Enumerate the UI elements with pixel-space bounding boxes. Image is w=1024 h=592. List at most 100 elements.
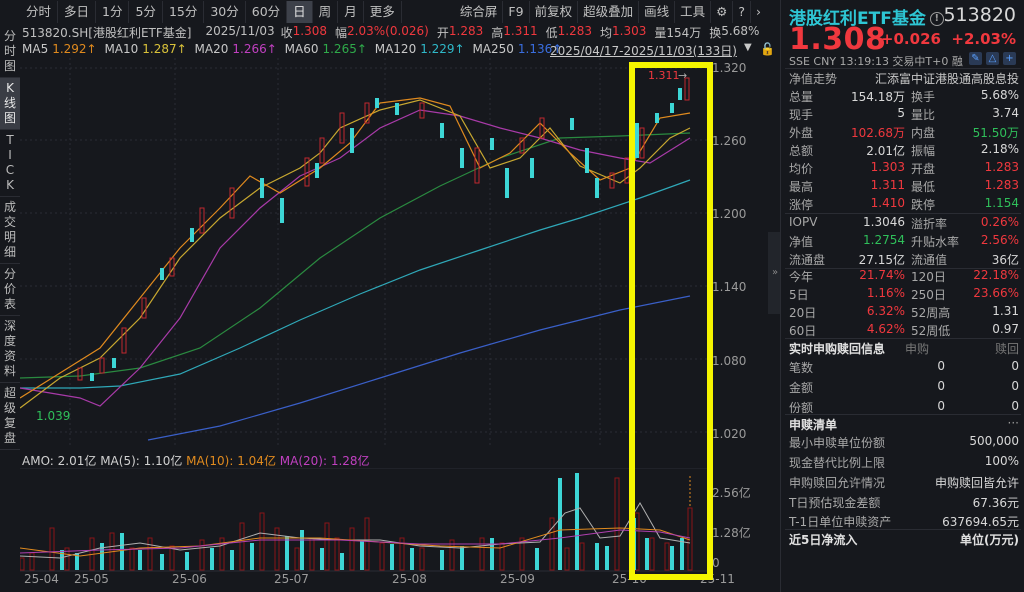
composite-screen-button[interactable]: 综合屏: [455, 1, 504, 23]
dropdown-triangle-icon[interactable]: ▼: [744, 42, 752, 53]
stat-row: 外盘 102.68万 内盘 51.50万: [789, 126, 1019, 140]
super-overlay-button[interactable]: 超级叠加: [578, 1, 640, 23]
date-tick: 25-09: [500, 572, 535, 586]
perf-row: 20日 6.32% 52周高 1.31: [789, 304, 1019, 320]
symbol-label: 513820.SH[港股红利ETF基金]: [22, 26, 192, 40]
tab-multiday[interactable]: 多日: [58, 1, 97, 23]
stat-row: 均价 1.303 开盘 1.283: [789, 160, 1019, 176]
tab-1min[interactable]: 1分: [96, 1, 130, 23]
realtime-header: 实时申购赎回信息 申购 赎回: [789, 342, 1019, 356]
lock-icon[interactable]: 🔓: [760, 42, 775, 56]
nav-row: IOPV 1.3046 溢折率 0.26%: [789, 215, 1019, 231]
date-tick: 25-06: [172, 572, 207, 586]
stat-row: 现手 5 量比 3.74: [789, 106, 1019, 122]
stat-row: 总额 2.01亿 振幅 2.18%: [789, 142, 1019, 158]
expand-panel-handle[interactable]: »: [768, 232, 782, 314]
quick-actions: ✎ △ +: [969, 52, 1016, 65]
date-tick: 25-04: [24, 572, 59, 586]
rail-price-table[interactable]: 分价表: [0, 264, 20, 316]
ma250-label: MA250: [472, 42, 514, 56]
low-marker: 1.039: [36, 409, 70, 423]
realtime-row: 金额 0 0: [789, 379, 1019, 395]
quote-bar: 513820.SH[港股红利ETF基金] 2025/11/03 收 1.308 …: [22, 24, 770, 42]
ma120-value: 1.229↑: [420, 42, 465, 56]
tab-15min[interactable]: 15分: [163, 1, 205, 23]
fund-name: 港股红利ETF基金!: [789, 4, 944, 29]
turnover-value: 5.68%: [721, 24, 760, 38]
candles: [77, 77, 690, 381]
netflow-header: 近5日净流入 单位(万元): [789, 533, 1019, 547]
date-range-selector[interactable]: 2025/04/17-2025/11/03(133日): [550, 44, 737, 58]
ma250-value: 1.136↑: [517, 42, 563, 56]
tab-daily[interactable]: 日: [287, 1, 313, 23]
stat-row: 总量 154.18万 换手 5.68%: [789, 88, 1019, 104]
tab-intraday[interactable]: 分时: [20, 1, 59, 23]
price-tick: 1.080: [712, 354, 747, 368]
date-label: 2025/11/03: [205, 24, 275, 38]
rail-intraday-chart[interactable]: 分时图: [0, 26, 20, 78]
info-icon[interactable]: !: [929, 12, 944, 26]
draw-line-button[interactable]: 画线: [639, 1, 676, 23]
date-tick: 25-07: [274, 572, 309, 586]
help-icon[interactable]: ?: [733, 1, 751, 23]
high-label: 高: [491, 26, 504, 40]
tab-60min[interactable]: 60分: [246, 1, 288, 23]
ma60-label: MA60: [284, 42, 319, 56]
perf-row: 5日 1.16% 250日 23.66%: [789, 286, 1019, 302]
amp-value: 2.03%(0.026): [347, 24, 429, 38]
more-icon[interactable]: ···: [1007, 416, 1019, 430]
svg-text:→: →: [678, 69, 687, 82]
rail-super-review[interactable]: 超级复盘: [0, 383, 20, 450]
highlight-annotation-box: [629, 62, 713, 580]
creation-row: 现金替代比例上限 100%: [789, 454, 1019, 470]
price-change: +0.026 +2.03%: [880, 30, 1016, 48]
volume-tick: 1.28亿: [712, 526, 751, 540]
creation-row: T日预估现金差额 67.36元: [789, 496, 1019, 510]
rail-depth-info[interactable]: 深度资料: [0, 316, 20, 383]
stat-row: 最高 1.311 最低 1.283: [789, 178, 1019, 194]
rail-trade-details[interactable]: 成交明细: [0, 197, 20, 264]
high-value: 1.311: [503, 24, 538, 38]
vol-ma10-value: MA(10): 1.04亿: [186, 454, 276, 468]
f9-button[interactable]: F9: [503, 1, 530, 23]
ma120-label: MA120: [374, 42, 417, 56]
price-tick: 1.260: [712, 134, 747, 148]
nav-row: 净值 1.2754 升贴水率 2.56%: [789, 233, 1019, 249]
price-tick: 1.020: [712, 427, 747, 441]
add-icon[interactable]: +: [1003, 52, 1016, 65]
edit-icon[interactable]: ✎: [969, 52, 982, 65]
vol-ma5-value: MA(5): 1.10亿: [100, 454, 183, 468]
tab-weekly[interactable]: 周: [313, 1, 339, 23]
ma5-label: MA5: [22, 42, 49, 56]
last-price: 1.308: [789, 22, 887, 57]
nav-trend-row[interactable]: 净值走势 汇添富中证港股通高股息投: [789, 72, 1019, 86]
ma10-label: MA10: [104, 42, 139, 56]
tab-30min[interactable]: 30分: [204, 1, 246, 23]
date-tick: 25-05: [74, 572, 109, 586]
ma5-value: 1.292↑: [52, 42, 97, 56]
tools-button[interactable]: 工具: [675, 1, 712, 23]
close-value: 1.308: [292, 24, 327, 38]
volume-chart[interactable]: [20, 468, 710, 572]
kline-chart[interactable]: 1.311 → 1.039: [20, 58, 710, 448]
alert-bell-icon[interactable]: △: [986, 52, 999, 65]
creation-row: 申购赎回允许情况 申购赎回皆允许: [789, 476, 1019, 490]
tab-5min[interactable]: 5分: [129, 1, 163, 23]
realtime-row: 笔数 0 0: [789, 359, 1019, 375]
period-tabs: 分时 多日 1分 5分 15分 30分 60分 日 周 月 更多: [20, 0, 402, 24]
tab-more[interactable]: 更多: [364, 1, 402, 23]
forward-adjust-button[interactable]: 前复权: [530, 1, 579, 23]
avg-label: 均: [599, 26, 612, 40]
chevron-right-icon[interactable]: ›: [756, 4, 761, 19]
settings-icon[interactable]: ⚙: [711, 1, 734, 23]
perf-row: 今年 21.74% 120日 22.18%: [789, 268, 1019, 284]
close-label: 收: [280, 26, 293, 40]
open-value: 1.283: [448, 24, 484, 38]
tab-monthly[interactable]: 月: [338, 1, 364, 23]
amp-label: 幅: [335, 26, 348, 40]
amo-value: AMO: 2.01亿: [22, 454, 97, 468]
ma10-value: 1.287↑: [142, 42, 187, 56]
